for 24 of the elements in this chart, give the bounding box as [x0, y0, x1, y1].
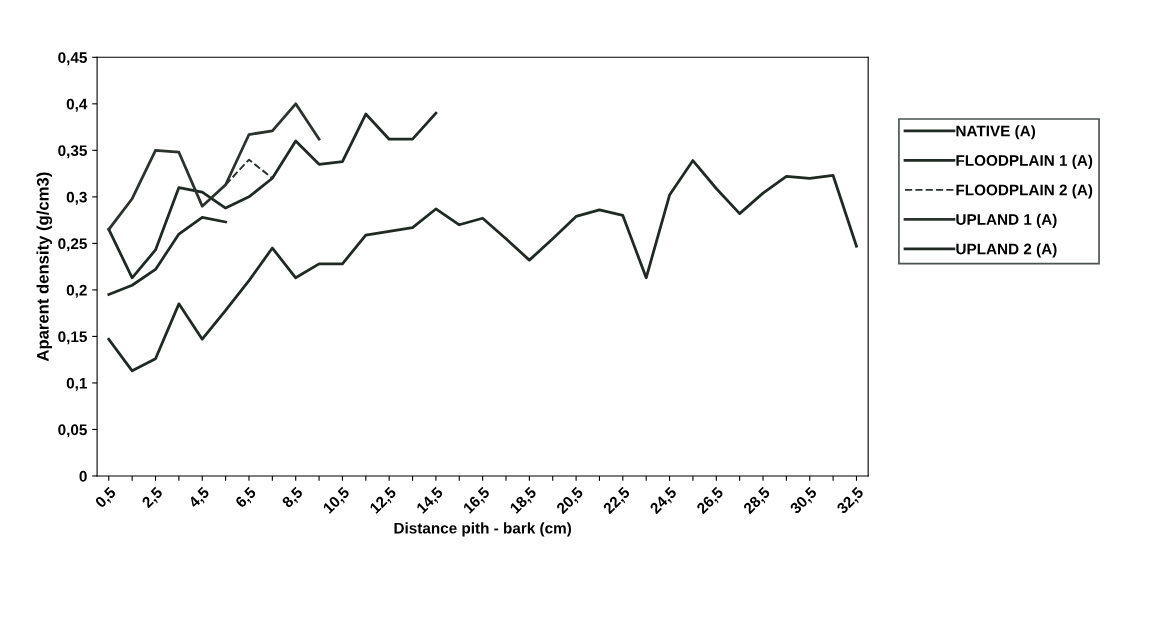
x-tick-label: 4,5 [187, 486, 212, 511]
x-tick-label: 0,5 [94, 486, 118, 510]
y-tick-label: 0,2 [66, 284, 87, 298]
y-tick-label: 0 [79, 470, 87, 482]
y-tick-label: 0,15 [58, 331, 87, 345]
legend-label: NATIVE (A) [956, 125, 1036, 140]
line-series [107, 215, 227, 296]
y-tick-label: 0,05 [58, 424, 87, 438]
x-tick-label: 2,5 [141, 486, 165, 510]
y-tick-label: 0,25 [58, 238, 87, 252]
y-tick-label: 0,1 [66, 377, 87, 391]
x-tick-label: 6,5 [234, 486, 259, 510]
x-tick-label: 8,5 [281, 486, 305, 510]
legend-label: FLOODPLAIN 1 (A) [956, 154, 1093, 169]
y-tick-label: 0,3 [66, 191, 87, 205]
y-tick-label: 0,4 [66, 98, 88, 112]
x-axis-title: Distance pith - bark (cm) [394, 522, 572, 537]
legend-label: FLOODPLAIN 2 (A) [956, 184, 1093, 199]
legend-label: UPLAND 1 (A) [956, 213, 1057, 228]
legend-label: UPLAND 2 (A) [956, 243, 1057, 258]
y-tick-label: 0,35 [58, 145, 87, 159]
y-axis-title: Aparent density (g/cm3) [36, 172, 53, 362]
y-tick-label: 0,45 [58, 52, 87, 66]
line-series [107, 159, 858, 373]
